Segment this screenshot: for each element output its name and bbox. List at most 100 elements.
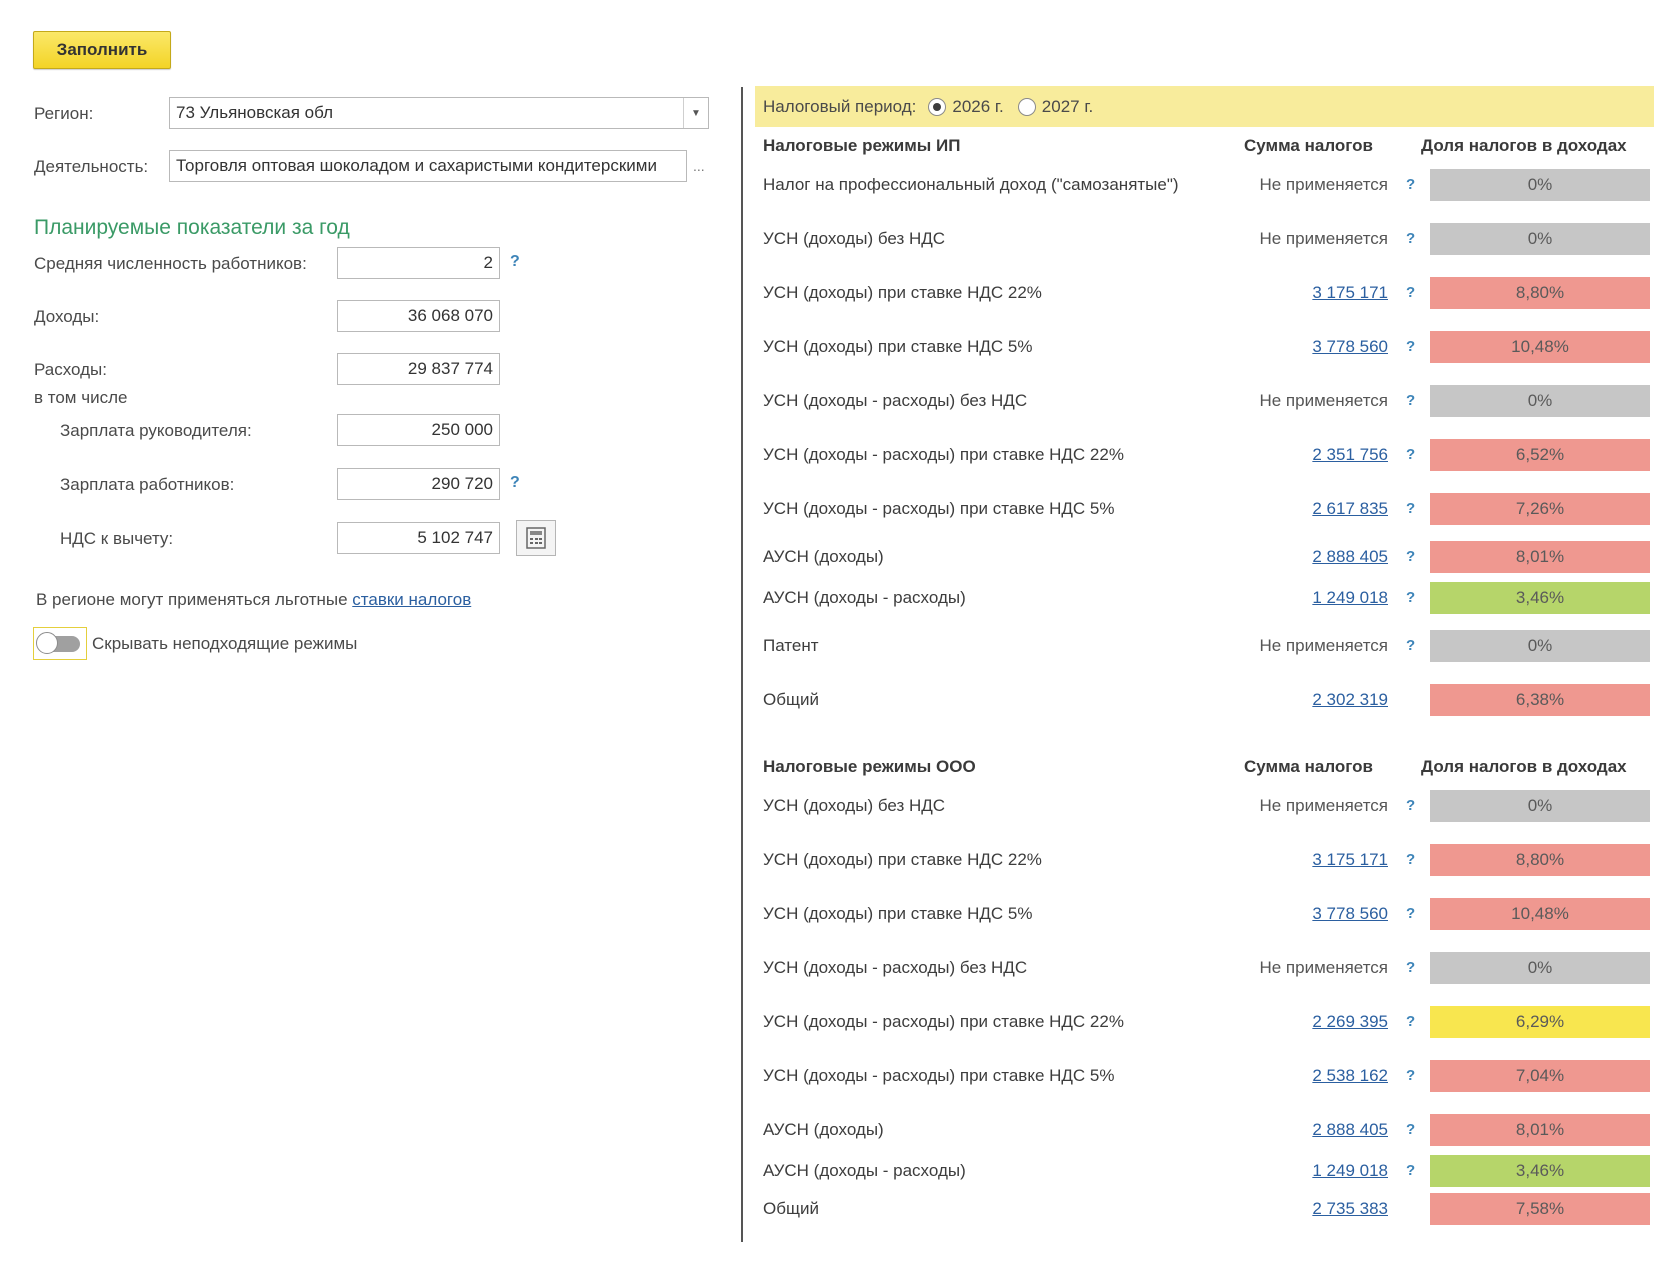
regime-name: УСН (доходы) при ставке НДС 22% [763,850,1042,869]
chevron-down-icon[interactable]: ▼ [683,98,708,128]
tax-sum-text: Не применяется [1259,796,1388,815]
activity-more-button[interactable]: ... [693,158,705,174]
regime-name: Общий [763,1199,819,1218]
vat-value: 5 102 747 [417,528,493,547]
help-icon[interactable]: ? [1406,959,1416,976]
tax-sum-link[interactable]: 1 249 018 [1312,588,1388,607]
tax-sum-text: Не применяется [1259,958,1388,977]
tax-sum-link[interactable]: 2 735 383 [1312,1199,1388,1218]
hide-unsuitable-toggle[interactable] [33,627,87,660]
help-icon[interactable]: ? [1406,1162,1416,1179]
help-icon[interactable]: ? [1406,797,1416,814]
expenses-input[interactable]: 29 837 774 [337,353,500,385]
tax-sum-text: Не применяется [1259,175,1388,194]
help-icon[interactable]: ? [1406,500,1416,517]
regime-name: Общий [763,690,819,709]
help-icon[interactable]: ? [1406,851,1416,868]
tax-sum-link[interactable]: 3 778 560 [1312,337,1388,356]
region-label: Регион: [34,104,94,123]
calculator-button[interactable] [516,520,556,556]
tax-share-cell: 8,01% [1430,541,1650,573]
director-salary-value: 250 000 [431,420,493,439]
help-icon[interactable]: ? [1406,589,1416,606]
income-label: Доходы: [34,307,100,326]
tax-sum-link[interactable]: 2 269 395 [1312,1012,1388,1031]
region-select[interactable]: 73 Ульяновская обл ▼ [169,97,709,129]
tax-sum-link[interactable]: 2 302 319 [1312,690,1388,709]
employees-salary-label: Зарплата работников: [60,475,235,494]
tax-share-cell: 7,26% [1430,493,1650,525]
tax-sum-link[interactable]: 2 351 756 [1312,445,1388,464]
help-icon[interactable]: ? [1406,338,1416,355]
section-title: Планируемые показатели за год [34,216,350,239]
panel-divider [741,87,743,1242]
employees-input[interactable]: 2 [337,247,500,279]
help-icon[interactable]: ? [1406,230,1416,247]
tax-share-cell: 0% [1430,169,1650,201]
vat-input[interactable]: 5 102 747 [337,522,500,554]
regime-name: АУСН (доходы - расходы) [763,1161,966,1180]
regime-name: УСН (доходы) при ставке НДС 22% [763,283,1042,302]
income-input[interactable]: 36 068 070 [337,300,500,332]
activity-field[interactable]: Торговля оптовая шоколадом и сахаристыми… [169,150,687,182]
tax-sum-text: Не применяется [1259,229,1388,248]
tax-sum-link[interactable]: 2 538 162 [1312,1066,1388,1085]
tax-sum-link[interactable]: 2 617 835 [1312,499,1388,518]
tax-share-cell: 6,38% [1430,684,1650,716]
tax-sum-link[interactable]: 2 888 405 [1312,1120,1388,1139]
benefit-text: В регионе могут применяться льготные [36,590,353,609]
period-option-2027[interactable]: 2027 г. [1017,96,1094,117]
help-icon[interactable]: ? [510,474,520,491]
help-icon[interactable]: ? [1406,637,1416,654]
section-header-ooo: Налоговые режимы ООО [763,757,976,776]
fill-button[interactable]: Заполнить [33,31,171,69]
regime-name: Налог на профессиональный доход ("самоза… [763,175,1179,194]
expenses-label: Расходы: [34,360,107,379]
employees-salary-value: 290 720 [431,474,493,493]
tax-share-cell: 0% [1430,223,1650,255]
regime-name: УСН (доходы - расходы) при ставке НДС 5% [763,499,1115,518]
tax-sum-link[interactable]: 3 175 171 [1312,283,1388,302]
tax-share-cell: 0% [1430,630,1650,662]
tax-sum-link[interactable]: 2 888 405 [1312,547,1388,566]
help-icon[interactable]: ? [1406,392,1416,409]
tax-rates-link[interactable]: ставки налогов [352,590,472,609]
period-option-label: 2026 г. [952,96,1004,116]
period-option-label: 2027 г. [1041,96,1094,116]
help-icon[interactable]: ? [1406,1067,1416,1084]
tax-sum-text: Не применяется [1259,391,1388,410]
tax-share-cell: 0% [1430,790,1650,822]
activity-label: Деятельность: [34,157,149,176]
regime-name: УСН (доходы - расходы) при ставке НДС 22… [763,1012,1124,1031]
region-value: 73 Ульяновская обл [176,103,334,122]
help-icon[interactable]: ? [510,253,520,270]
employees-salary-input[interactable]: 290 720 [337,468,500,500]
help-icon[interactable]: ? [1406,446,1416,463]
help-icon[interactable]: ? [1406,905,1416,922]
including-label: в том числе [34,388,128,407]
calculator-icon [526,527,546,549]
help-icon[interactable]: ? [1406,176,1416,193]
help-icon[interactable]: ? [1406,548,1416,565]
tax-share-cell: 3,46% [1430,582,1650,614]
tax-sum-link[interactable]: 3 175 171 [1312,850,1388,869]
column-header-share: Доля налогов в доходах [1421,757,1627,776]
column-header-sum: Сумма налогов [1244,757,1373,776]
regime-name: АУСН (доходы) [763,547,884,566]
tax-share-cell: 3,46% [1430,1155,1650,1187]
tax-share-cell: 0% [1430,952,1650,984]
help-icon[interactable]: ? [1406,1013,1416,1030]
tax-sum-link[interactable]: 3 778 560 [1312,904,1388,923]
radio-2026[interactable] [928,97,947,116]
radio-2027[interactable] [1017,97,1036,116]
tax-share-cell: 7,04% [1430,1060,1650,1092]
employees-label: Средняя численность работников: [34,254,307,273]
income-value: 36 068 070 [407,306,493,325]
director-salary-input[interactable]: 250 000 [337,414,500,446]
help-icon[interactable]: ? [1406,284,1416,301]
regime-name: УСН (доходы) при ставке НДС 5% [763,904,1033,923]
tax-sum-link[interactable]: 1 249 018 [1312,1161,1388,1180]
help-icon[interactable]: ? [1406,1121,1416,1138]
period-option-2026[interactable]: 2026 г. [928,96,1004,117]
tax-share-cell: 8,80% [1430,277,1650,309]
